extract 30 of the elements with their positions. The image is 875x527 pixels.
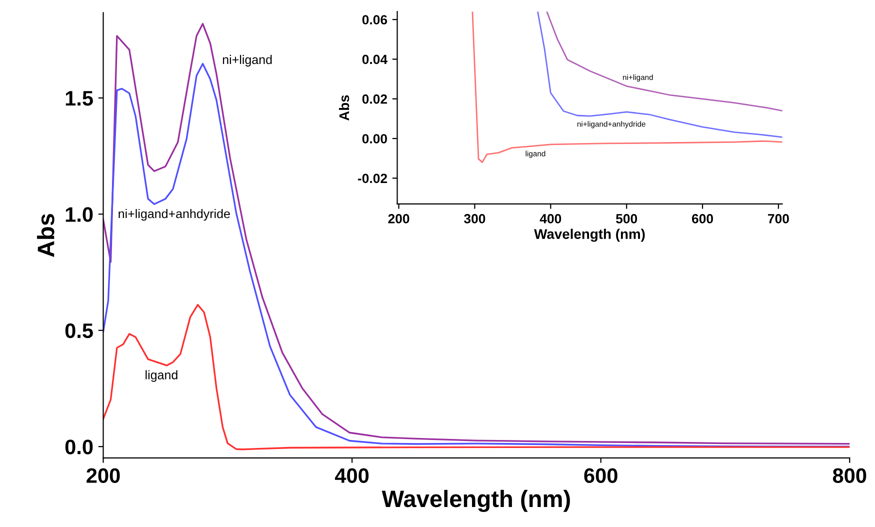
- line-series: [472, 12, 782, 163]
- y-tick-label: 1.0: [66, 207, 93, 222]
- x-tick-label: 600: [584, 468, 618, 483]
- y-tick-label: 0.0: [65, 440, 93, 454]
- y-tick-label: 1.5: [66, 91, 93, 106]
- x-tick-label: 300: [464, 214, 486, 224]
- y-axis-title: Abs: [338, 95, 350, 121]
- y-tick-label: 0.00: [362, 134, 387, 144]
- y-tick-label: 0.04: [362, 54, 388, 64]
- line-series: [537, 12, 782, 138]
- x-tick-label: 200: [388, 214, 410, 224]
- x-tick-label: 800: [832, 468, 866, 483]
- line-series: [546, 12, 782, 112]
- x-axis-title: Wavelength (nm): [382, 490, 570, 512]
- x-tick-label: 200: [86, 468, 120, 483]
- y-tick-label: 0.06: [362, 15, 388, 24]
- y-tick-label: 0.5: [65, 323, 93, 338]
- series-label: ni+ligand: [222, 54, 272, 67]
- series-label: ni+ligand+anhdyride: [118, 208, 230, 221]
- series-label: ligand: [146, 370, 178, 382]
- x-tick-label: 500: [616, 214, 638, 224]
- x-tick-label: 700: [768, 214, 789, 224]
- y-axis-title: Abs: [37, 214, 54, 258]
- x-tick-label: 600: [692, 214, 713, 224]
- x-tick-label: 400: [540, 214, 562, 224]
- x-tick-label: 400: [334, 468, 369, 483]
- y-tick-label: 0.02: [362, 94, 387, 104]
- line-series: [103, 304, 850, 450]
- x-axis-title: Wavelength (nm): [534, 228, 645, 242]
- y-tick-label: -0.02: [358, 174, 387, 184]
